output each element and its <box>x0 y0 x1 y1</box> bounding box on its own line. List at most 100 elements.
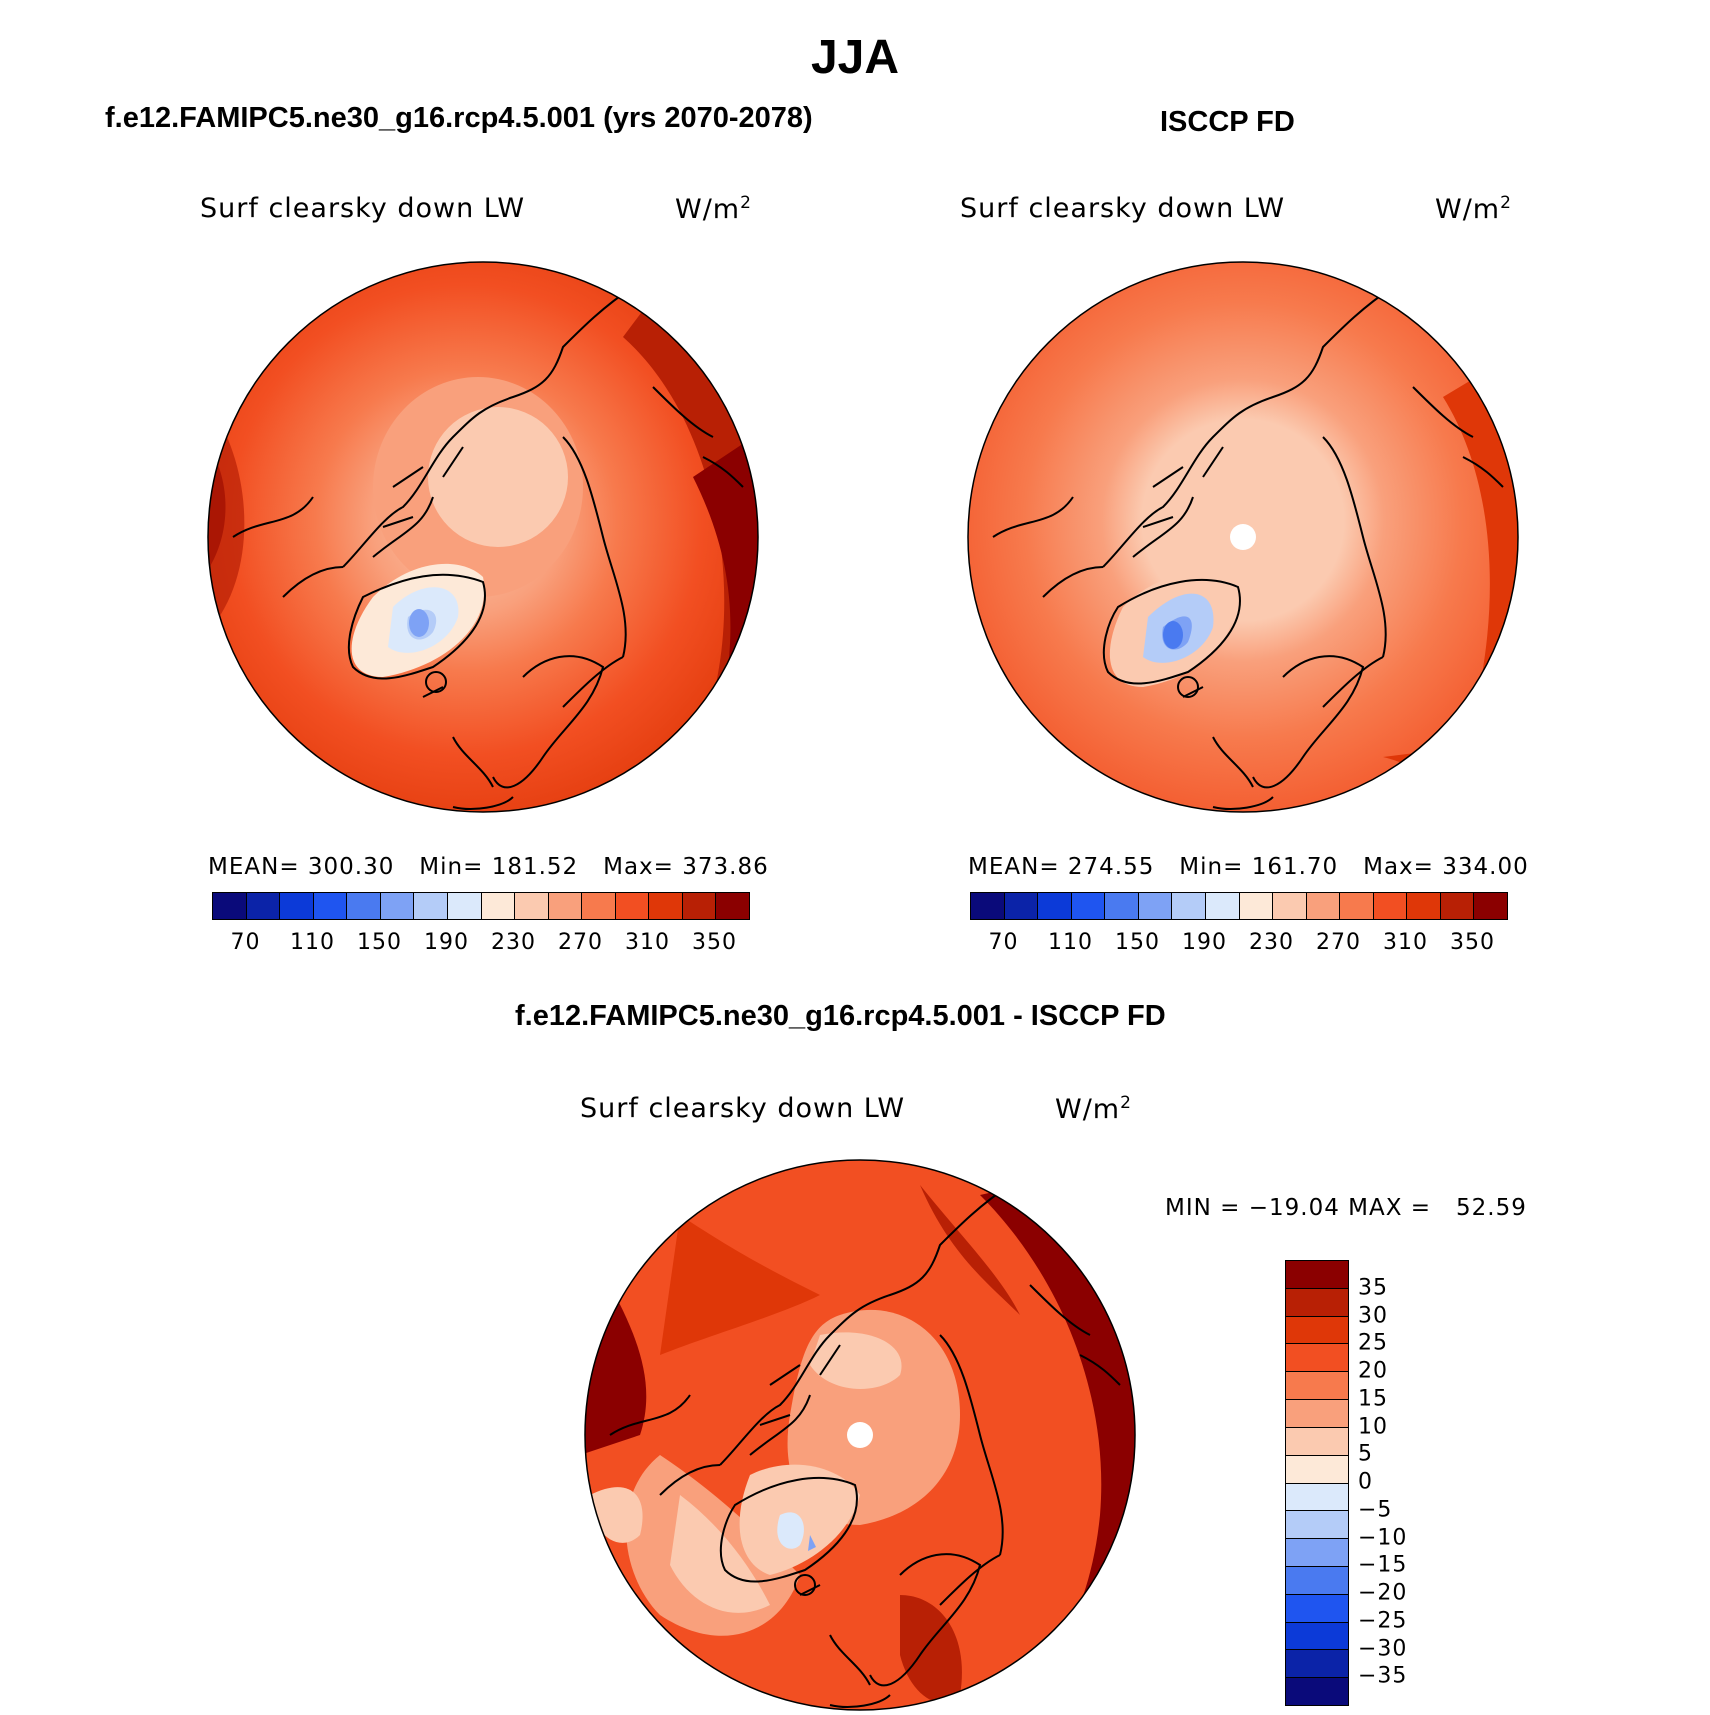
colorbar-swatch <box>1286 1288 1348 1317</box>
colorbar-tick-label: 30 <box>1358 1303 1388 1328</box>
colorbar-tick-label: −5 <box>1358 1497 1393 1523</box>
left-panel-title: f.e12.FAMIPC5.ne30_g16.rcp4.5.001 (yrs 2… <box>105 102 813 134</box>
colorbar-swatch <box>1138 893 1173 919</box>
colorbar-tick-label: 150 <box>357 930 402 955</box>
colorbar-swatch <box>1205 893 1240 919</box>
colorbar-swatch <box>515 893 549 919</box>
colorbar-tick-label: 70 <box>230 930 261 955</box>
colorbar-swatch <box>1172 893 1206 919</box>
colorbar-swatch <box>1474 893 1507 919</box>
left-colorbar-labels: 70 110 150 190 230 270 310 350 <box>212 930 748 960</box>
colorbar-tick-label: 150 <box>1115 930 1160 955</box>
colorbar-swatch <box>1239 893 1274 919</box>
diff-colorbar <box>1285 1260 1349 1706</box>
colorbar-swatch <box>1286 1261 1348 1289</box>
figure-title: JJA <box>810 31 900 84</box>
colorbar-tick-label: 110 <box>1048 930 1093 955</box>
colorbar-swatch <box>1440 893 1475 919</box>
diff-units-label: W/m2 <box>1055 1093 1132 1125</box>
colorbar-swatch <box>1286 1539 1348 1567</box>
colorbar-swatch <box>1286 1427 1348 1456</box>
diff-panel-title: f.e12.FAMIPC5.ne30_g16.rcp4.5.001 - ISCC… <box>515 1000 1166 1032</box>
right-polar-map <box>967 261 1519 813</box>
colorbar-tick-label: 15 <box>1358 1386 1388 1412</box>
colorbar-swatch <box>347 893 381 919</box>
colorbar-swatch <box>380 893 415 919</box>
colorbar-swatch <box>414 893 448 919</box>
colorbar-swatch <box>213 893 247 919</box>
colorbar-tick-label: 25 <box>1358 1330 1388 1356</box>
colorbar-tick-label: 310 <box>1383 930 1428 955</box>
colorbar-swatch <box>1286 1622 1348 1651</box>
colorbar-swatch <box>1286 1455 1348 1484</box>
colorbar-tick-label: −20 <box>1358 1580 1408 1606</box>
colorbar-swatch <box>1038 893 1072 919</box>
right-colorbar-labels: 70 110 150 190 230 270 310 350 <box>970 930 1506 960</box>
colorbar-swatch <box>649 893 683 919</box>
left-stats: MEAN= 300.30 Min= 181.52 Max= 373.86 <box>208 854 769 880</box>
diff-polar-map <box>584 1159 1136 1711</box>
colorbar-tick-label: 110 <box>290 930 335 955</box>
colorbar-swatch <box>582 893 616 919</box>
colorbar-swatch <box>1286 1678 1348 1705</box>
colorbar-swatch <box>481 893 516 919</box>
colorbar-tick-label: 350 <box>692 930 737 955</box>
colorbar-tick-label: 190 <box>424 930 469 955</box>
colorbar-tick-label: 70 <box>988 930 1019 955</box>
colorbar-tick-label: 190 <box>1182 930 1227 955</box>
right-units-label: W/m2 <box>1435 193 1512 225</box>
colorbar-tick-label: 35 <box>1358 1275 1388 1301</box>
colorbar-swatch <box>615 893 650 919</box>
colorbar-tick-label: 270 <box>1316 930 1361 955</box>
colorbar-tick-label: 230 <box>491 930 536 955</box>
colorbar-swatch <box>1286 1316 1348 1345</box>
colorbar-tick-label: 230 <box>1249 930 1294 955</box>
colorbar-swatch <box>1286 1511 1348 1540</box>
colorbar-tick-label: 10 <box>1358 1414 1388 1439</box>
diff-variable-label: Surf clearsky down LW <box>580 1093 906 1124</box>
colorbar-swatch <box>1286 1483 1348 1512</box>
colorbar-tick-label: 270 <box>558 930 603 955</box>
colorbar-swatch <box>1273 893 1307 919</box>
colorbar-swatch <box>1286 1372 1348 1401</box>
colorbar-swatch <box>1286 1594 1348 1623</box>
colorbar-tick-label: −10 <box>1358 1525 1408 1550</box>
right-stats: MEAN= 274.55 Min= 161.70 Max= 334.00 <box>968 854 1529 880</box>
colorbar-swatch <box>1306 893 1341 919</box>
colorbar-tick-label: −35 <box>1358 1663 1408 1689</box>
left-variable-label: Surf clearsky down LW <box>200 193 526 224</box>
colorbar-swatch <box>1105 893 1139 919</box>
colorbar-swatch <box>313 893 348 919</box>
colorbar-swatch <box>1071 893 1106 919</box>
right-colorbar <box>970 892 1508 920</box>
colorbar-tick-label: −30 <box>1358 1636 1408 1661</box>
colorbar-swatch <box>1373 893 1408 919</box>
colorbar-swatch <box>246 893 281 919</box>
left-units-label: W/m2 <box>675 193 752 225</box>
colorbar-swatch <box>716 893 749 919</box>
right-panel-title: ISCCP FD <box>1160 106 1295 138</box>
colorbar-swatch <box>1286 1650 1348 1679</box>
colorbar-swatch <box>447 893 482 919</box>
colorbar-swatch <box>1407 893 1441 919</box>
colorbar-tick-label: 20 <box>1358 1358 1388 1384</box>
right-variable-label: Surf clearsky down LW <box>960 193 1286 224</box>
colorbar-tick-label: 5 <box>1358 1441 1373 1467</box>
colorbar-swatch <box>1286 1566 1348 1595</box>
colorbar-swatch <box>1286 1344 1348 1373</box>
colorbar-swatch <box>682 893 717 919</box>
colorbar-swatch <box>1004 893 1039 919</box>
colorbar-swatch <box>280 893 314 919</box>
left-colorbar <box>212 892 750 920</box>
diff-colorbar-labels: 35 30 25 20 15 10 5 0 −5 −10 −15 −20 −25 −30 −35 <box>1358 1260 1438 1704</box>
colorbar-tick-label: 0 <box>1358 1469 1373 1495</box>
colorbar-tick-label: −25 <box>1358 1608 1408 1634</box>
colorbar-tick-label: 310 <box>625 930 670 955</box>
colorbar-swatch <box>1286 1400 1348 1428</box>
colorbar-tick-label: −15 <box>1358 1552 1408 1578</box>
colorbar-swatch <box>1340 893 1374 919</box>
colorbar-swatch <box>971 893 1005 919</box>
diff-stats: MIN = −19.04 MAX = 52.59 <box>1165 1195 1527 1221</box>
left-polar-map <box>207 261 759 813</box>
colorbar-tick-label: 350 <box>1450 930 1495 955</box>
